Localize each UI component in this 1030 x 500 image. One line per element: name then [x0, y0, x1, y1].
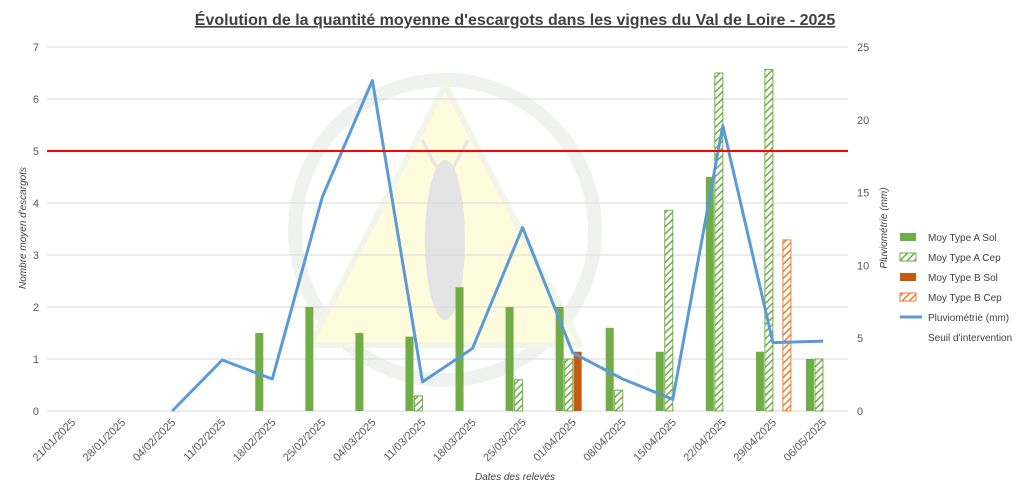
y-axis-label: Nombre moyen d'escargots [18, 167, 29, 289]
bar [505, 307, 514, 411]
y-tick-label: 2 [33, 302, 39, 314]
bar [755, 351, 764, 411]
bar [355, 333, 364, 411]
y-tick-label: 5 [33, 146, 39, 158]
bar [664, 209, 674, 412]
bar [764, 68, 774, 412]
bar [655, 351, 664, 411]
bar [255, 333, 264, 411]
x-axis-label: Dates des relevés [475, 472, 555, 483]
y-tick-label: 7 [33, 42, 39, 54]
legend-label: Moy Type B Cep [928, 293, 1002, 304]
y2-axis-label: Pluviométrie (mm) [879, 187, 890, 268]
x-tick-label: 18/02/2025 [231, 417, 278, 464]
y2-tick-label: 15 [857, 188, 869, 200]
chart-title: Évolution de la quantité moyenne d'escar… [195, 10, 836, 29]
bar [564, 358, 574, 412]
legend-label: Moy Type B Sol [928, 273, 998, 284]
y2-tick-label: 0 [857, 406, 863, 418]
y-tick-label: 4 [33, 198, 39, 210]
x-tick-label: 25/02/2025 [281, 417, 328, 464]
bar [305, 307, 314, 411]
bar [555, 307, 564, 411]
x-tick-label: 22/04/2025 [682, 417, 729, 464]
x-axis-ticks: 21/01/2025 28/01/2025 04/02/2025 11/02/2025… [31, 417, 829, 464]
y2-axis-ticks: 0 5 10 15 20 25 [857, 42, 869, 418]
legend-swatch [900, 233, 916, 241]
y2-tick-label: 5 [857, 333, 863, 345]
legend-swatch [899, 292, 917, 302]
bar [514, 379, 524, 412]
x-tick-label: 15/04/2025 [631, 417, 678, 464]
bar [814, 358, 824, 412]
x-tick-label: 29/04/2025 [732, 417, 779, 464]
bar [782, 239, 792, 412]
bar [573, 351, 582, 411]
x-tick-label: 04/03/2025 [331, 417, 378, 464]
snail-warning-watermark-icon [288, 73, 602, 387]
bar [614, 389, 624, 412]
bar [455, 287, 464, 411]
bar [714, 72, 724, 412]
bar [605, 327, 614, 411]
legend: Moy Type A Sol Moy Type A Cep Moy Type B S… [899, 233, 1012, 344]
y2-tick-label: 20 [857, 115, 869, 127]
y2-tick-label: 25 [857, 42, 869, 54]
x-tick-label: 08/04/2025 [581, 417, 628, 464]
x-tick-label: 06/05/2025 [782, 417, 829, 464]
bar [405, 336, 414, 411]
x-tick-label: 11/02/2025 [181, 417, 228, 464]
bar [705, 177, 714, 411]
bar [413, 395, 423, 412]
x-tick-label: 28/01/2025 [81, 417, 128, 464]
bars [255, 68, 824, 412]
lines [47, 79, 848, 413]
y2-tick-label: 10 [857, 260, 869, 272]
y-axis-ticks: 0 1 2 3 4 5 6 7 [33, 42, 39, 418]
x-tick-label: 11/03/2025 [382, 417, 429, 464]
x-tick-label: 21/01/2025 [31, 417, 78, 464]
x-tick-label: 18/03/2025 [431, 417, 478, 464]
y-tick-label: 3 [33, 250, 39, 262]
y-tick-label: 0 [33, 406, 39, 418]
legend-label: Moy Type A Sol [928, 233, 997, 244]
y-tick-label: 1 [33, 354, 39, 366]
legend-label: Pluviométrie (mm) [928, 313, 1009, 324]
x-tick-label: 01/04/2025 [531, 417, 578, 464]
y-tick-label: 6 [33, 94, 39, 106]
x-tick-label: 04/02/2025 [131, 417, 178, 464]
legend-swatch [900, 273, 916, 281]
legend-label: Moy Type A Cep [928, 253, 1001, 264]
legend-swatch [899, 252, 917, 262]
x-tick-label: 25/03/2025 [481, 417, 528, 464]
bar [805, 359, 814, 411]
legend-label: Seuil d'intervention [928, 333, 1012, 344]
series-line [171, 79, 824, 413]
